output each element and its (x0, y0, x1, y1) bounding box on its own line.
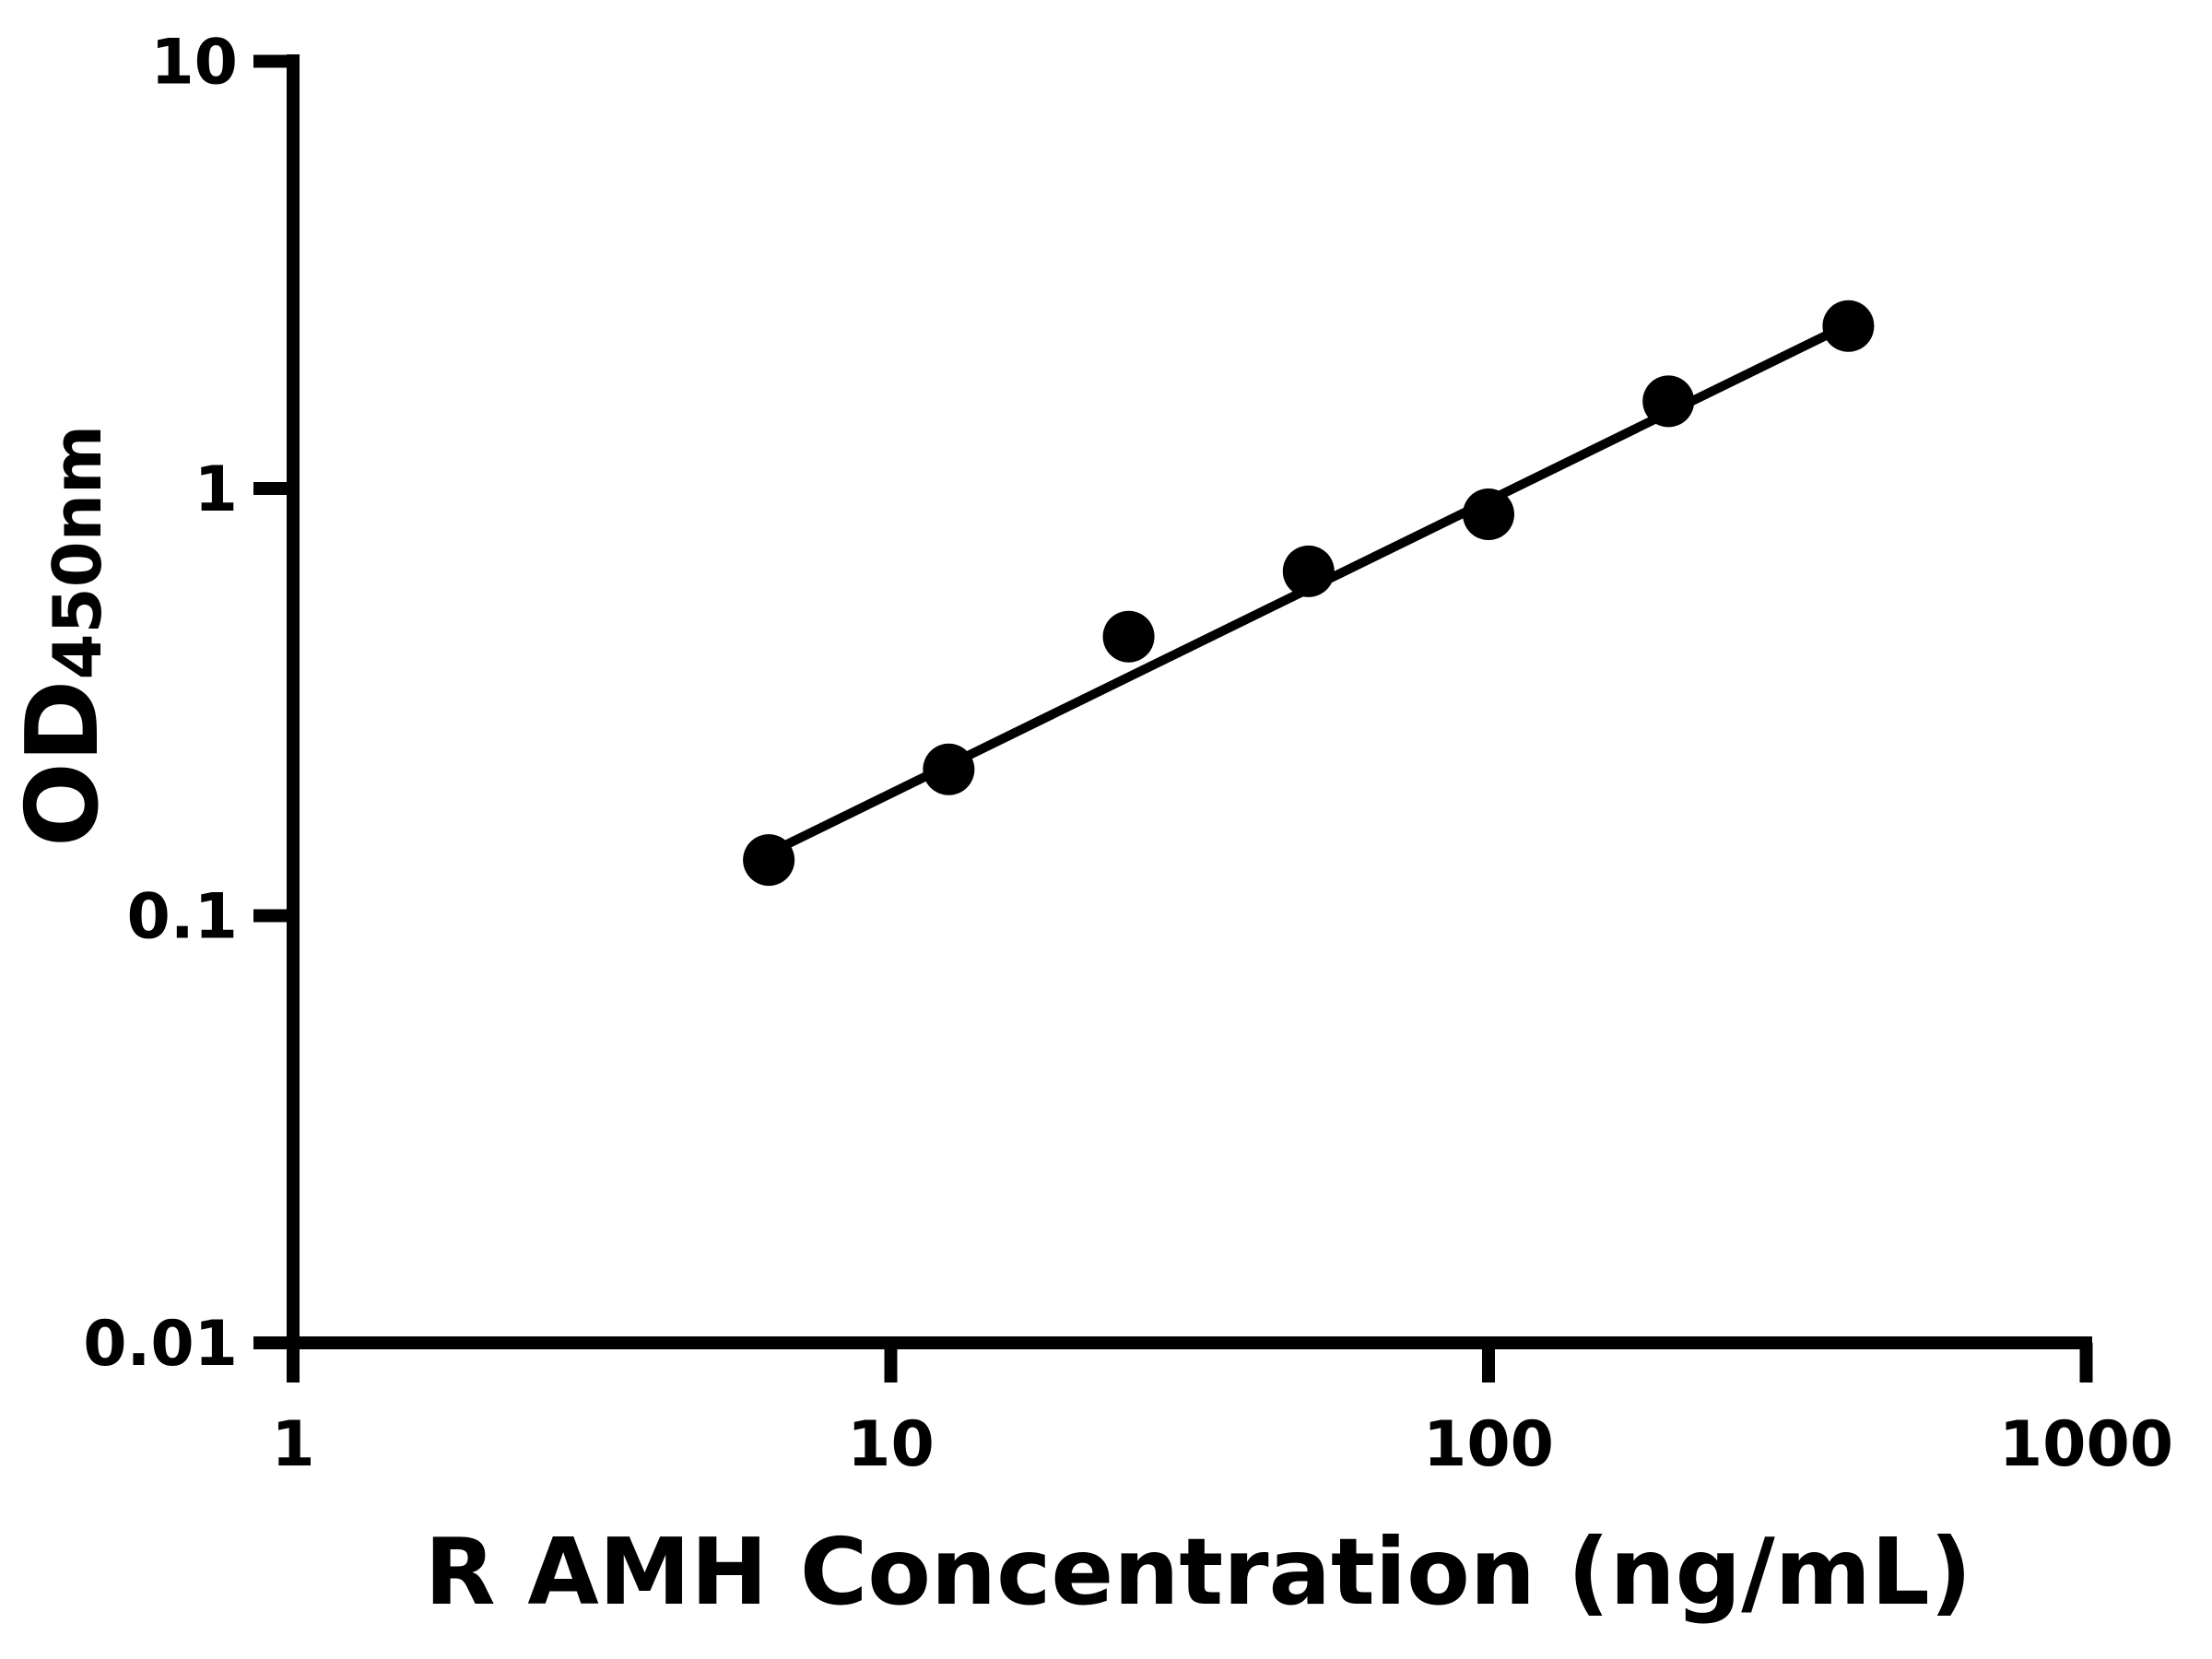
x-tick-label: 10 (847, 1408, 935, 1481)
x-tick-label: 100 (1423, 1408, 1554, 1481)
y-tick-label: 10 (150, 27, 238, 100)
data-point (1642, 375, 1695, 428)
y-axis-title-subscript: 450nm (39, 425, 116, 680)
data-point (923, 743, 975, 795)
y-axis-title-main: OD (6, 680, 121, 847)
axes (287, 54, 2092, 1349)
y-tick-label: 1 (194, 453, 238, 526)
data-point (743, 834, 795, 887)
y-axis-title: OD450nm (6, 425, 121, 847)
data-point (1102, 610, 1155, 663)
data-point (1282, 545, 1335, 597)
x-tick-label: 1000 (1999, 1408, 2173, 1481)
x-tick-label: 1 (271, 1408, 314, 1481)
data-point (1822, 300, 1875, 352)
y-tick-label: 0.01 (83, 1308, 238, 1381)
data-point (1463, 488, 1514, 541)
y-tick-label: 0.1 (127, 881, 238, 954)
x-axis-title: R AMH Concentration (ng/mL) (425, 1518, 1972, 1626)
plot-content: 1 10 100 1000 10 1 0.1 0.01 (83, 27, 2173, 1482)
